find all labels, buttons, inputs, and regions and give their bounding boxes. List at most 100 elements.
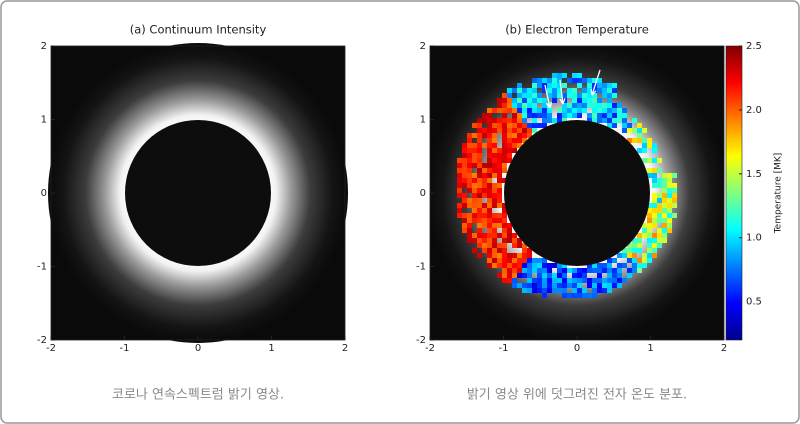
temperature-pixel <box>647 228 652 233</box>
temperature-pixel <box>652 248 657 253</box>
temperature-pixel <box>657 168 662 173</box>
temperature-pixel <box>627 268 632 273</box>
temperature-pixel <box>522 263 527 268</box>
temperature-pixel <box>552 78 557 83</box>
temperature-pixel <box>547 283 552 288</box>
temperature-pixel <box>622 128 627 133</box>
x-tick-label: 0 <box>574 343 580 354</box>
x-tick-label: 0 <box>195 343 201 354</box>
temperature-pixel <box>492 158 497 163</box>
y-tick-label: 0 <box>41 188 47 199</box>
temperature-pixel <box>597 118 602 123</box>
temperature-pixel <box>627 258 632 263</box>
temperature-pixel <box>472 133 477 138</box>
temperature-pixel <box>482 163 487 168</box>
temperature-pixel <box>582 98 587 103</box>
temperature-pixel <box>642 223 647 228</box>
colorbar-tick-label: 2.0 <box>746 105 762 116</box>
temperature-pixel <box>492 213 497 218</box>
temperature-pixel <box>607 123 612 128</box>
temperature-pixel <box>502 98 507 103</box>
temperature-pixel <box>547 83 552 88</box>
temperature-pixel <box>642 258 647 263</box>
temperature-pixel <box>652 193 657 198</box>
temperature-pixel <box>477 193 482 198</box>
temperature-pixel <box>497 198 502 203</box>
arrow <box>544 84 551 109</box>
temperature-pixel <box>487 118 492 123</box>
temperature-pixel <box>487 243 492 248</box>
temperature-pixel <box>517 143 522 148</box>
sun-disk <box>125 120 271 266</box>
x-tick-label: -2 <box>46 343 56 354</box>
temperature-pixel <box>487 153 492 158</box>
temperature-pixel <box>502 138 507 143</box>
temperature-pixel <box>562 268 567 273</box>
temperature-pixel <box>602 113 607 118</box>
temperature-pixel <box>662 193 667 198</box>
temperature-pixel <box>657 183 662 188</box>
temperature-pixel <box>567 268 572 273</box>
temperature-pixel <box>647 173 652 178</box>
temperature-pixel <box>572 113 577 118</box>
temperature-pixel <box>502 243 507 248</box>
temperature-pixel <box>487 263 492 268</box>
temperature-pixel <box>462 223 467 228</box>
temperature-pixel <box>477 148 482 153</box>
temperature-pixel <box>652 148 657 153</box>
temperature-pixel <box>542 288 547 293</box>
temperature-pixel <box>512 113 517 118</box>
temperature-pixel <box>512 268 517 273</box>
temperature-pixel <box>547 278 552 283</box>
temperature-pixel <box>627 138 632 143</box>
temperature-pixel <box>457 168 462 173</box>
temperature-pixel <box>597 268 602 273</box>
temperature-pixel <box>537 83 542 88</box>
temperature-pixel <box>557 83 562 88</box>
temperature-pixel <box>652 183 657 188</box>
caption: 코로나 연속스펙트럼 밝기 영상. <box>112 388 284 403</box>
temperature-pixel <box>617 278 622 283</box>
temperature-pixel <box>497 248 502 253</box>
temperature-pixel <box>647 258 652 263</box>
temperature-pixel <box>597 283 602 288</box>
temperature-pixel <box>522 283 527 288</box>
temperature-pixel <box>467 203 472 208</box>
temperature-pixel <box>477 198 482 203</box>
temperature-pixel <box>597 288 602 293</box>
temperature-pixel <box>512 148 517 153</box>
arrow <box>591 69 601 96</box>
temperature-pixel <box>477 218 482 223</box>
temperature-pixel <box>487 248 492 253</box>
temperature-pixel <box>467 138 472 143</box>
temperature-pixel <box>457 188 462 193</box>
temperature-pixel <box>557 88 562 93</box>
temperature-pixel <box>482 168 487 173</box>
temperature-pixel <box>502 263 507 268</box>
temperature-pixel <box>537 78 542 83</box>
arrow-head <box>559 98 566 105</box>
panel-title: (b) Electron Temperature <box>505 23 649 37</box>
temperature-pixel <box>497 263 502 268</box>
temperature-pixel <box>512 278 517 283</box>
temperature-pixel <box>497 258 502 263</box>
temperature-pixel <box>532 113 537 118</box>
temperature-pixel <box>507 148 512 153</box>
temperature-pixel <box>582 278 587 283</box>
temperature-pixel <box>642 138 647 143</box>
temperature-pixel <box>577 273 582 278</box>
temperature-pixel <box>532 108 537 113</box>
temperature-pixel <box>577 103 582 108</box>
temperature-pixel <box>507 103 512 108</box>
temperature-pixel <box>652 243 657 248</box>
temperature-pixel <box>562 293 567 298</box>
temperature-pixel <box>472 248 477 253</box>
temperature-pixel <box>562 118 567 123</box>
temperature-pixel <box>482 203 487 208</box>
temperature-pixel <box>472 178 477 183</box>
temperature-pixel <box>472 233 477 238</box>
temperature-pixel <box>532 103 537 108</box>
temperature-pixel <box>472 238 477 243</box>
temperature-pixel <box>457 208 462 213</box>
temperature-pixel <box>597 113 602 118</box>
